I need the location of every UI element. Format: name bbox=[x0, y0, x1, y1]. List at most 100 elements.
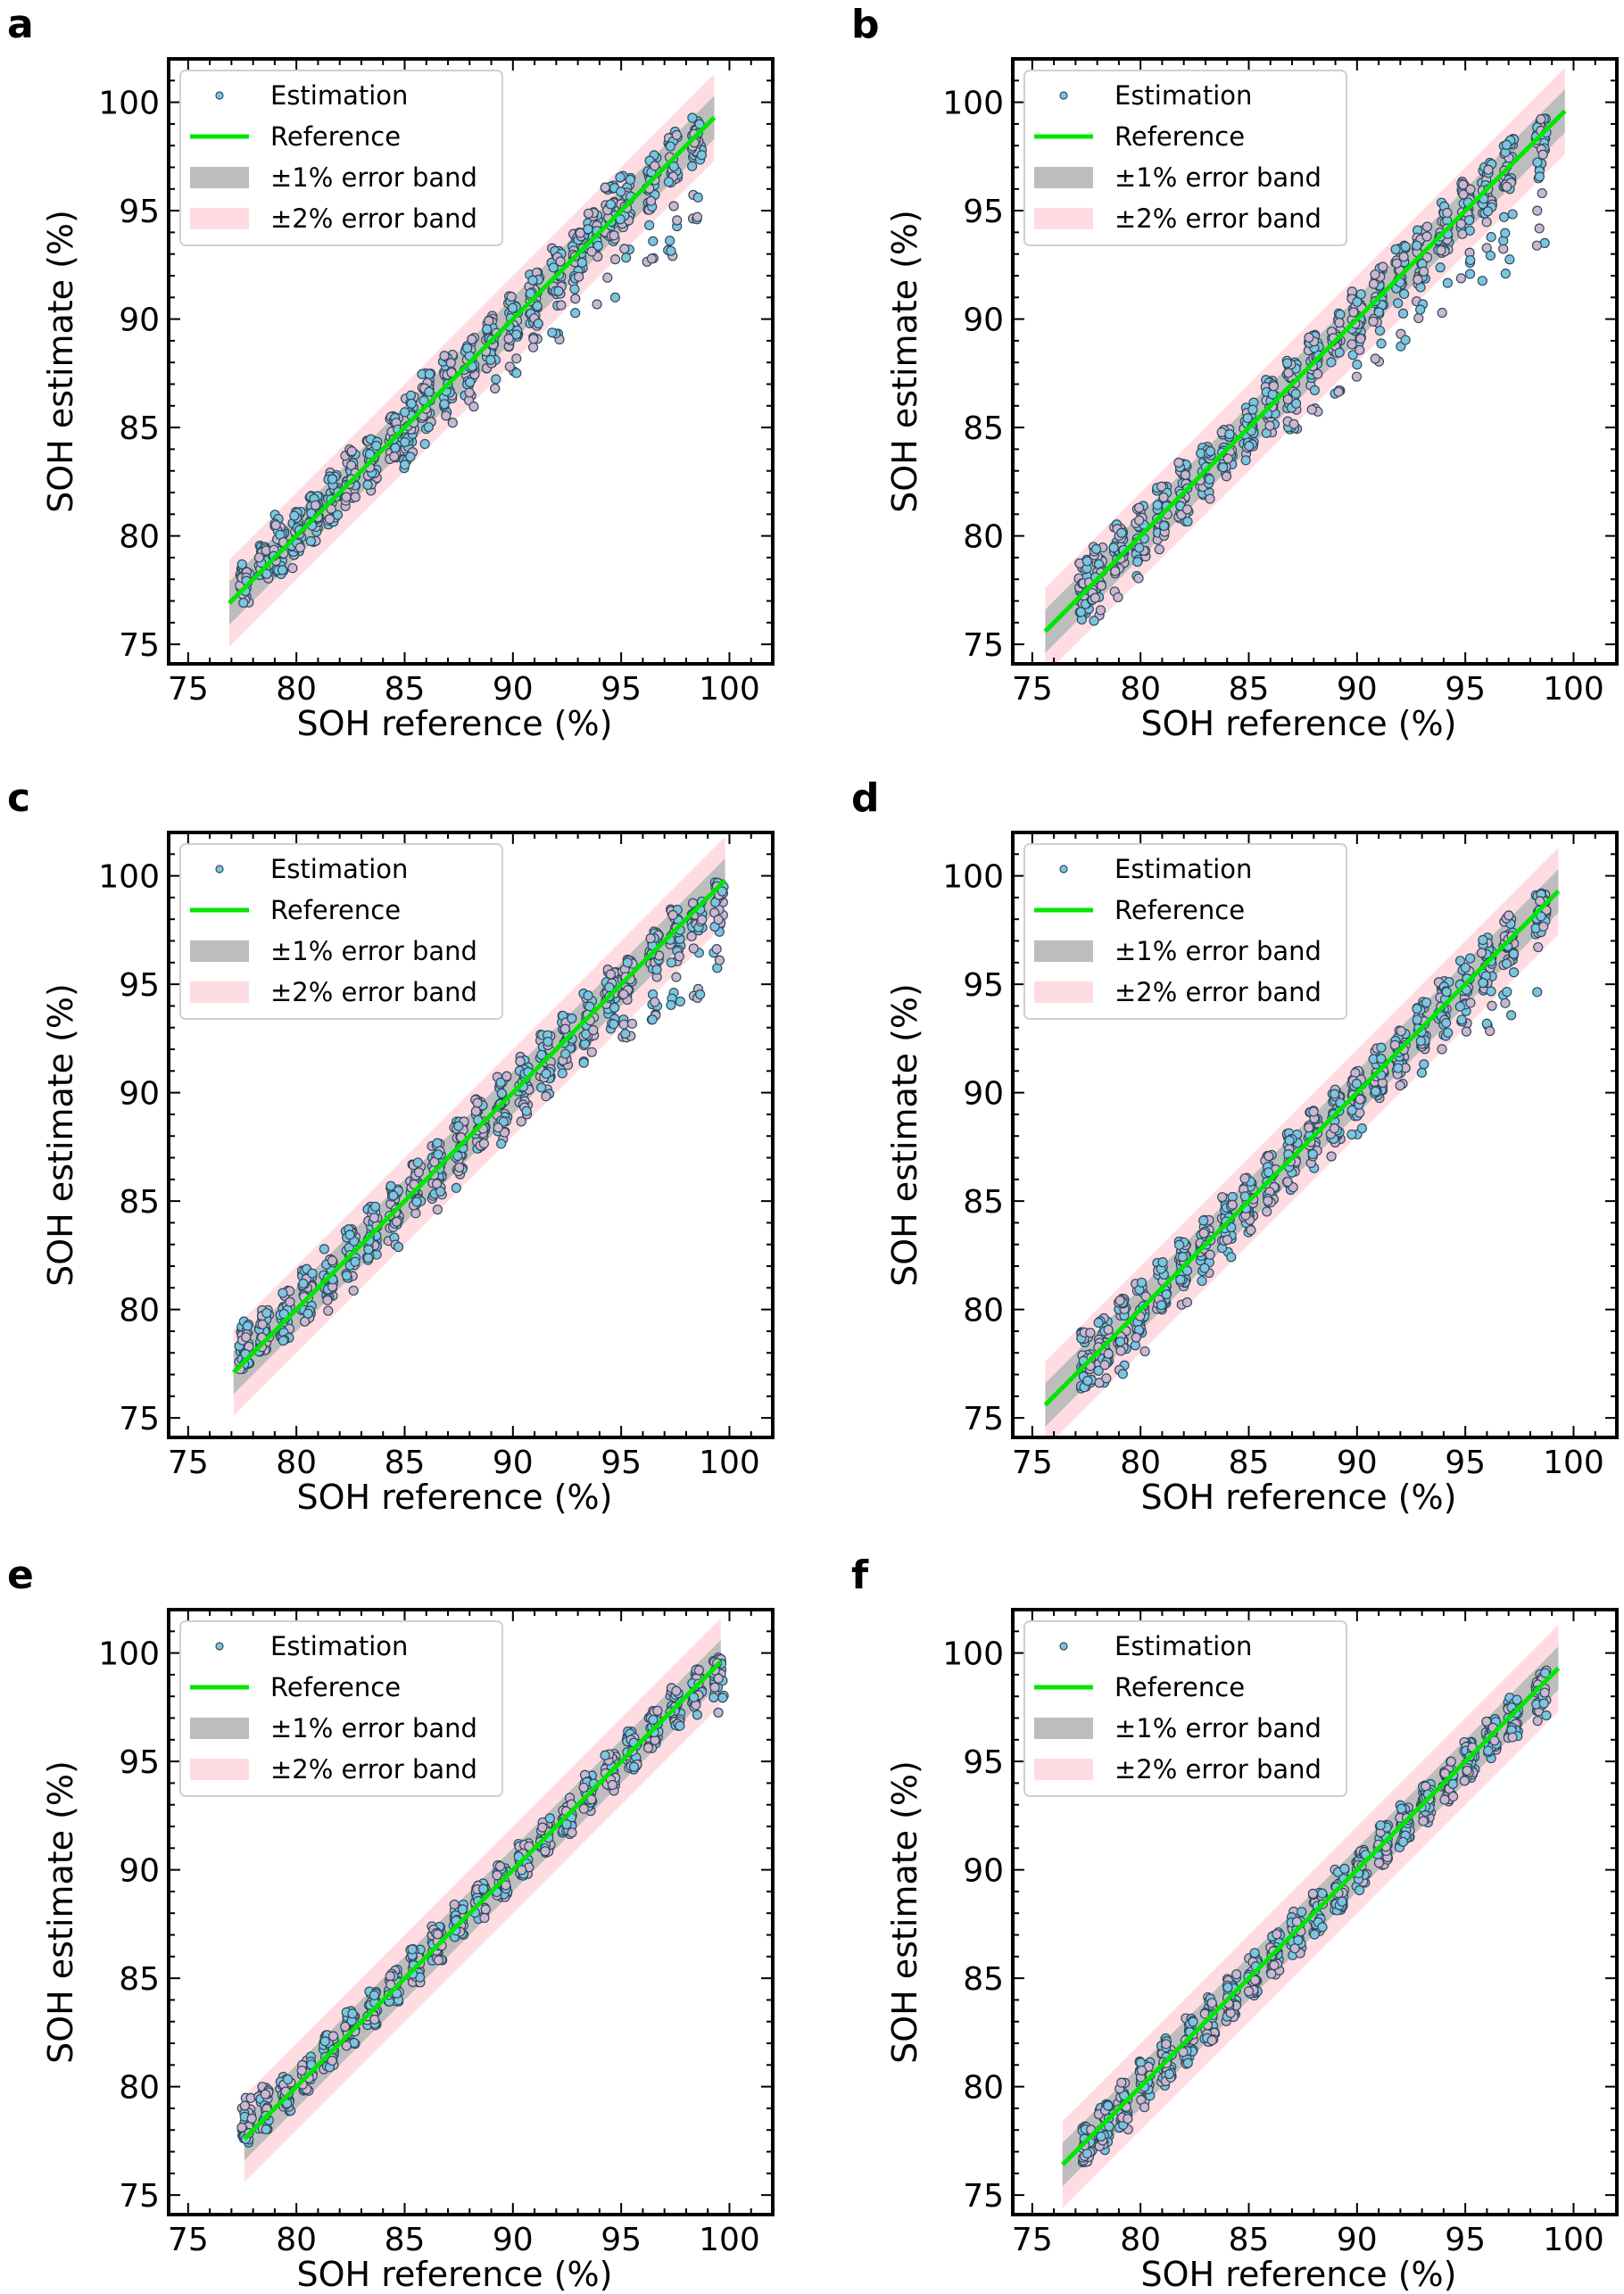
data-point bbox=[532, 301, 543, 311]
x-tick-label: 80 bbox=[1120, 671, 1161, 708]
data-point bbox=[305, 535, 317, 547]
x-tick-label: 95 bbox=[1445, 1445, 1486, 1481]
legend-entry: ±2% error band bbox=[1114, 203, 1322, 234]
data-point bbox=[324, 514, 336, 525]
data-point bbox=[236, 559, 247, 570]
y-tick-label: 90 bbox=[963, 1076, 1004, 1113]
data-point bbox=[713, 1707, 724, 1718]
data-point bbox=[1242, 412, 1253, 424]
data-point bbox=[1156, 481, 1167, 492]
data-point bbox=[278, 1335, 288, 1346]
x-axis-label: SOH reference (%) bbox=[1141, 704, 1457, 743]
data-point bbox=[501, 1880, 511, 1891]
y-tick-label: 85 bbox=[963, 410, 1004, 447]
x-tick-label: 75 bbox=[168, 671, 209, 708]
data-point bbox=[1161, 2039, 1172, 2050]
data-point bbox=[1347, 350, 1358, 360]
data-point bbox=[1227, 1199, 1238, 1210]
data-point bbox=[1416, 1067, 1428, 1078]
data-point bbox=[1101, 1373, 1112, 1384]
panel-a: a 75 80 85 90 95 100 75 80 85 90 95 100 SOH reference… bbox=[7, 2, 775, 743]
data-point bbox=[1181, 504, 1193, 515]
data-point bbox=[1116, 527, 1127, 538]
legend: Estimation Reference ±1% error band ±2% err… bbox=[1023, 843, 1347, 1020]
y-tick-label: 95 bbox=[119, 194, 160, 230]
data-point bbox=[1465, 184, 1476, 195]
data-point bbox=[470, 1106, 481, 1117]
legend: Estimation Reference ±1% error band ±2% err… bbox=[179, 1620, 503, 1797]
panel-letter: b bbox=[851, 2, 880, 47]
data-point bbox=[696, 150, 708, 161]
y-axis-label: SOH estimate (%) bbox=[41, 983, 80, 1287]
data-point bbox=[536, 1049, 547, 1060]
data-point bbox=[385, 1971, 395, 1982]
data-point bbox=[567, 1013, 577, 1023]
panel-b: b 75 80 85 90 95 100 75 80 85 90 95 100 SOH reference… bbox=[851, 2, 1619, 743]
data-point bbox=[1197, 1275, 1207, 1287]
data-point bbox=[1269, 1959, 1280, 1971]
data-point bbox=[692, 211, 703, 222]
data-point bbox=[609, 292, 621, 302]
x-tick-label: 95 bbox=[601, 1445, 642, 1481]
data-point bbox=[1272, 1929, 1282, 1940]
data-point bbox=[697, 915, 708, 925]
y-tick-label: 90 bbox=[119, 302, 160, 339]
data-point bbox=[1090, 592, 1101, 603]
data-point bbox=[341, 492, 352, 502]
reference-line bbox=[1043, 109, 1567, 634]
data-point bbox=[1094, 1378, 1105, 1388]
data-point bbox=[543, 1036, 553, 1048]
data-point bbox=[236, 2122, 247, 2133]
data-point bbox=[413, 1167, 425, 1178]
data-point bbox=[465, 377, 476, 388]
data-point bbox=[369, 1201, 381, 1212]
plot-area bbox=[1061, 1625, 1561, 2208]
legend-swatch-band2 bbox=[1034, 208, 1093, 229]
data-point bbox=[1246, 1225, 1256, 1236]
data-point bbox=[1304, 1122, 1314, 1133]
data-point bbox=[642, 1743, 654, 1753]
data-point bbox=[472, 1097, 483, 1108]
x-axis-label: SOH reference (%) bbox=[297, 704, 613, 743]
data-point bbox=[1282, 358, 1293, 369]
data-point bbox=[511, 329, 522, 340]
data-point bbox=[663, 177, 674, 187]
data-point bbox=[1537, 187, 1547, 199]
data-point bbox=[541, 1091, 551, 1102]
data-point bbox=[1244, 441, 1255, 451]
data-point bbox=[319, 2036, 330, 2047]
data-point bbox=[1465, 254, 1476, 266]
legend-entry: Reference bbox=[270, 121, 401, 152]
data-point bbox=[650, 997, 660, 1007]
data-point bbox=[302, 1308, 313, 1319]
data-point bbox=[646, 253, 657, 264]
data-point bbox=[1140, 1291, 1151, 1302]
legend-marker-estimation bbox=[1059, 91, 1068, 100]
data-point bbox=[521, 1106, 532, 1116]
data-point bbox=[650, 161, 660, 171]
x-tick-label: 95 bbox=[601, 2222, 642, 2258]
data-point bbox=[1352, 296, 1363, 307]
data-point bbox=[1330, 1089, 1340, 1099]
data-point bbox=[1313, 369, 1323, 379]
data-point bbox=[1131, 1332, 1141, 1343]
data-point bbox=[289, 510, 300, 521]
data-point bbox=[692, 192, 703, 203]
data-point bbox=[1114, 1337, 1126, 1347]
legend-entry: ±1% error band bbox=[270, 1713, 477, 1743]
data-point bbox=[1205, 446, 1216, 457]
data-point bbox=[1455, 273, 1467, 284]
data-point bbox=[713, 1673, 724, 1684]
data-point bbox=[600, 1750, 610, 1760]
data-point bbox=[435, 1186, 446, 1197]
legend-entry: Estimation bbox=[270, 80, 408, 111]
data-point bbox=[666, 245, 676, 256]
data-point bbox=[369, 2014, 380, 2025]
scatter-series-estimation bbox=[236, 1652, 729, 2148]
data-point bbox=[560, 1048, 571, 1059]
data-point bbox=[1108, 542, 1119, 553]
y-tick-label: 100 bbox=[98, 859, 160, 896]
data-point bbox=[257, 1319, 268, 1329]
data-point bbox=[1158, 520, 1170, 532]
panel-e: e 75 80 85 90 95 100 75 80 85 90 95 100 SOH reference… bbox=[7, 1553, 775, 2294]
